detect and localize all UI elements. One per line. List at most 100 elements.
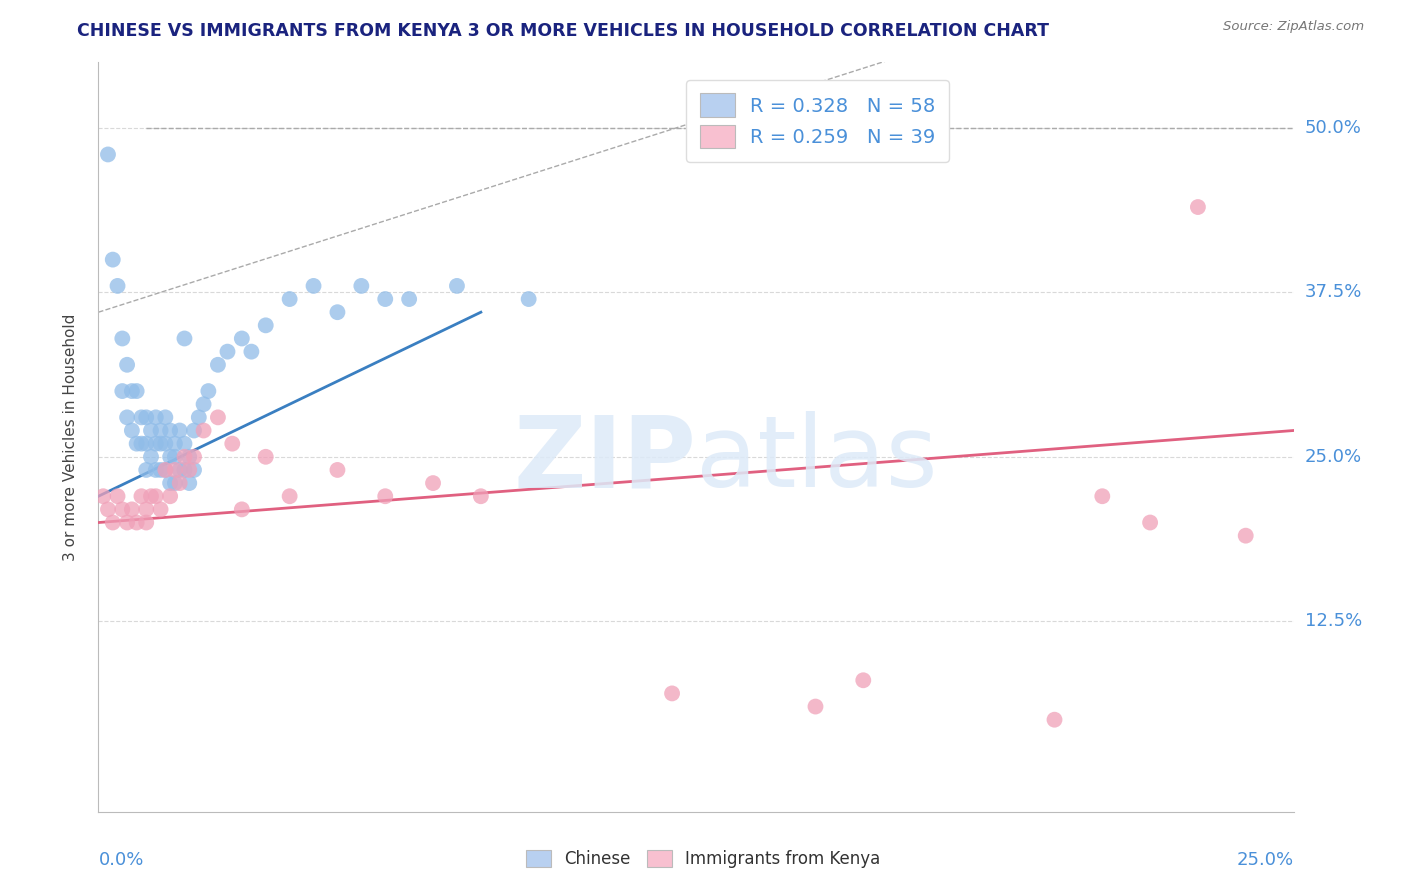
Point: [149, 463, 172, 477]
Point: [197, 384, 219, 398]
Point: [131, 410, 153, 425]
Point: [149, 424, 172, 438]
Point: [374, 489, 396, 503]
Point: [163, 436, 186, 450]
Point: [661, 686, 683, 700]
Point: [135, 516, 157, 530]
Point: [111, 384, 134, 398]
Point: [121, 502, 143, 516]
Point: [254, 318, 277, 333]
Point: [231, 331, 253, 345]
Point: [91, 489, 114, 503]
Point: [179, 463, 201, 477]
Point: [115, 516, 138, 530]
Point: [217, 344, 239, 359]
Text: 50.0%: 50.0%: [1305, 120, 1361, 137]
Legend: Chinese, Immigrants from Kenya: Chinese, Immigrants from Kenya: [519, 843, 887, 875]
Text: Source: ZipAtlas.com: Source: ZipAtlas.com: [1223, 20, 1364, 33]
Point: [470, 489, 492, 503]
Point: [145, 436, 167, 450]
Point: [183, 450, 205, 464]
Point: [107, 489, 129, 503]
Point: [374, 292, 396, 306]
Point: [231, 502, 253, 516]
Point: [101, 516, 124, 530]
Point: [145, 463, 167, 477]
Point: [159, 489, 181, 503]
Point: [125, 384, 148, 398]
Point: [173, 450, 195, 464]
Point: [131, 489, 153, 503]
Point: [149, 502, 172, 516]
Text: 0.0%: 0.0%: [98, 851, 143, 869]
Point: [111, 331, 134, 345]
Text: atlas: atlas: [696, 411, 938, 508]
Point: [131, 436, 153, 450]
Point: [517, 292, 540, 306]
Point: [350, 279, 373, 293]
Point: [97, 502, 120, 516]
Point: [852, 673, 875, 688]
Point: [125, 516, 148, 530]
Point: [135, 436, 157, 450]
Point: [326, 305, 349, 319]
Point: [155, 436, 177, 450]
Point: [97, 147, 120, 161]
Point: [183, 424, 205, 438]
Point: [1234, 529, 1257, 543]
Text: CHINESE VS IMMIGRANTS FROM KENYA 3 OR MORE VEHICLES IN HOUSEHOLD CORRELATION CHA: CHINESE VS IMMIGRANTS FROM KENYA 3 OR MO…: [77, 22, 1049, 40]
Text: 12.5%: 12.5%: [1305, 612, 1362, 630]
Point: [163, 463, 186, 477]
Point: [173, 436, 195, 450]
Point: [115, 358, 138, 372]
Point: [121, 384, 143, 398]
Point: [111, 502, 134, 516]
Point: [398, 292, 420, 306]
Text: ZIP: ZIP: [513, 411, 696, 508]
Point: [169, 424, 191, 438]
Point: [179, 476, 201, 491]
Text: 25.0%: 25.0%: [1236, 851, 1294, 869]
Point: [173, 331, 195, 345]
Point: [163, 476, 186, 491]
Point: [804, 699, 827, 714]
Point: [135, 502, 157, 516]
Point: [1139, 516, 1161, 530]
Point: [207, 410, 229, 425]
Point: [139, 489, 162, 503]
Point: [155, 410, 177, 425]
Point: [159, 450, 181, 464]
Point: [169, 476, 191, 491]
Point: [278, 489, 301, 503]
Point: [326, 463, 349, 477]
Point: [139, 424, 162, 438]
Point: [221, 436, 243, 450]
Point: [169, 463, 191, 477]
Point: [125, 436, 148, 450]
Point: [193, 397, 215, 411]
Point: [115, 410, 138, 425]
Y-axis label: 3 or more Vehicles in Household: 3 or more Vehicles in Household: [63, 313, 77, 561]
Point: [155, 463, 177, 477]
Point: [1043, 713, 1066, 727]
Point: [135, 463, 157, 477]
Point: [139, 450, 162, 464]
Point: [173, 463, 195, 477]
Point: [101, 252, 124, 267]
Point: [159, 424, 181, 438]
Point: [179, 450, 201, 464]
Point: [240, 344, 263, 359]
Point: [135, 410, 157, 425]
Point: [145, 410, 167, 425]
Point: [278, 292, 301, 306]
Point: [1091, 489, 1114, 503]
Text: 37.5%: 37.5%: [1305, 284, 1362, 301]
Point: [183, 463, 205, 477]
Point: [155, 463, 177, 477]
Point: [207, 358, 229, 372]
Point: [149, 436, 172, 450]
Point: [159, 476, 181, 491]
Point: [163, 450, 186, 464]
Point: [193, 424, 215, 438]
Point: [1187, 200, 1209, 214]
